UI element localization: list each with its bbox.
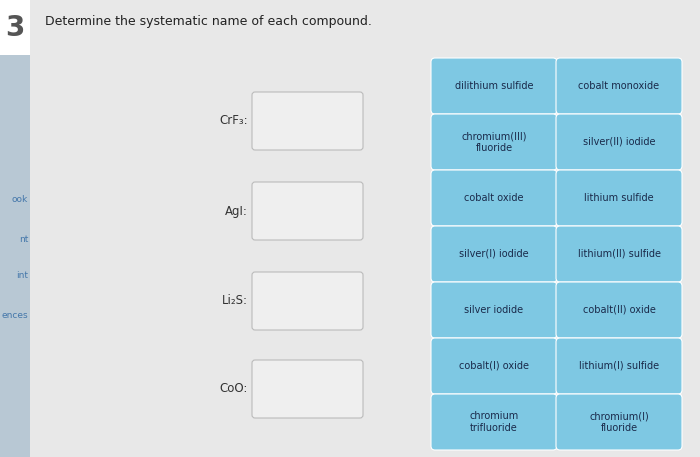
FancyBboxPatch shape xyxy=(431,170,557,226)
Text: Li₂S:: Li₂S: xyxy=(222,294,248,308)
Text: lithium sulfide: lithium sulfide xyxy=(584,193,654,203)
Text: nt: nt xyxy=(19,235,28,244)
Text: 3: 3 xyxy=(6,14,25,42)
FancyBboxPatch shape xyxy=(252,360,363,418)
Text: silver iodide: silver iodide xyxy=(464,305,524,315)
Text: ences: ences xyxy=(1,310,28,319)
FancyBboxPatch shape xyxy=(556,394,682,450)
Text: cobalt monoxide: cobalt monoxide xyxy=(578,81,659,91)
FancyBboxPatch shape xyxy=(0,0,30,457)
Text: cobalt(I) oxide: cobalt(I) oxide xyxy=(459,361,529,371)
FancyBboxPatch shape xyxy=(0,0,30,55)
Text: int: int xyxy=(16,271,28,280)
Text: dilithium sulfide: dilithium sulfide xyxy=(455,81,533,91)
FancyBboxPatch shape xyxy=(431,282,557,338)
FancyBboxPatch shape xyxy=(252,182,363,240)
Text: ook: ook xyxy=(12,196,28,204)
Text: Determine the systematic name of each compound.: Determine the systematic name of each co… xyxy=(45,16,372,28)
FancyBboxPatch shape xyxy=(431,58,557,114)
FancyBboxPatch shape xyxy=(431,394,557,450)
Text: chromium(III)
fluoride: chromium(III) fluoride xyxy=(461,131,526,153)
FancyBboxPatch shape xyxy=(252,92,363,150)
Text: CoO:: CoO: xyxy=(220,383,248,395)
Text: silver(II) iodide: silver(II) iodide xyxy=(582,137,655,147)
Text: cobalt oxide: cobalt oxide xyxy=(464,193,524,203)
FancyBboxPatch shape xyxy=(556,282,682,338)
FancyBboxPatch shape xyxy=(431,114,557,170)
Text: lithium(I) sulfide: lithium(I) sulfide xyxy=(579,361,659,371)
FancyBboxPatch shape xyxy=(556,226,682,282)
FancyBboxPatch shape xyxy=(30,0,700,457)
FancyBboxPatch shape xyxy=(556,338,682,394)
Text: chromium
trifluoride: chromium trifluoride xyxy=(470,411,519,433)
Text: lithium(II) sulfide: lithium(II) sulfide xyxy=(578,249,661,259)
Text: AgI:: AgI: xyxy=(225,204,248,218)
Text: CrF₃:: CrF₃: xyxy=(219,115,248,128)
FancyBboxPatch shape xyxy=(556,58,682,114)
FancyBboxPatch shape xyxy=(556,114,682,170)
Text: silver(I) iodide: silver(I) iodide xyxy=(459,249,528,259)
FancyBboxPatch shape xyxy=(556,170,682,226)
Text: chromium(I)
fluoride: chromium(I) fluoride xyxy=(589,411,649,433)
Text: cobalt(II) oxide: cobalt(II) oxide xyxy=(582,305,655,315)
FancyBboxPatch shape xyxy=(252,272,363,330)
FancyBboxPatch shape xyxy=(431,338,557,394)
FancyBboxPatch shape xyxy=(431,226,557,282)
